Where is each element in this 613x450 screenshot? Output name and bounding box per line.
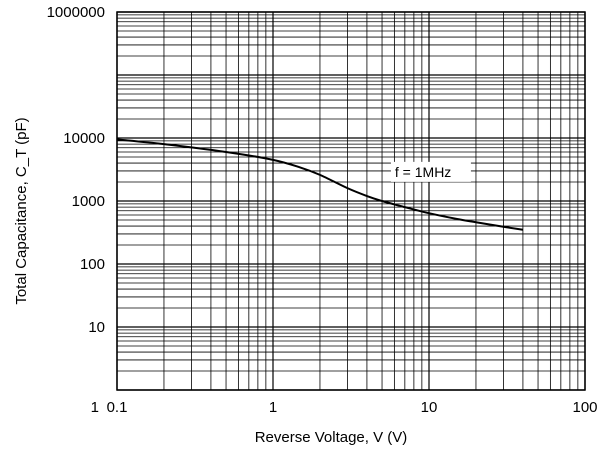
y-tick-label: 10 — [88, 319, 105, 336]
frequency-annotation: f = 1MHz — [390, 161, 471, 182]
y-tick-label: 1000 — [72, 193, 105, 210]
plot-frame — [116, 11, 586, 391]
y-tick-label: 1 — [91, 399, 99, 416]
x-tick-label: 0.1 — [107, 399, 128, 416]
y-tick-label: 100 — [80, 256, 105, 273]
y-tick-labels: 1 10 100 1000 10000 1000000 — [47, 4, 105, 416]
y-axis-title: Total Capacitance, C_T (pF) — [13, 117, 30, 304]
y-tick-label: 10000 — [63, 130, 105, 147]
x-tick-label: 100 — [572, 399, 597, 416]
x-tick-label: 10 — [421, 399, 438, 416]
y-tick-label: 1000000 — [47, 4, 105, 21]
x-axis-title: Reverse Voltage, V (V) — [255, 429, 408, 446]
x-tick-label: 1 — [269, 399, 277, 416]
annotation-box — [390, 161, 471, 182]
x-tick-labels: 0.1 1 10 100 — [107, 399, 598, 416]
annotation-label: f = 1MHz — [395, 164, 451, 180]
capacitance-curve — [116, 138, 524, 231]
